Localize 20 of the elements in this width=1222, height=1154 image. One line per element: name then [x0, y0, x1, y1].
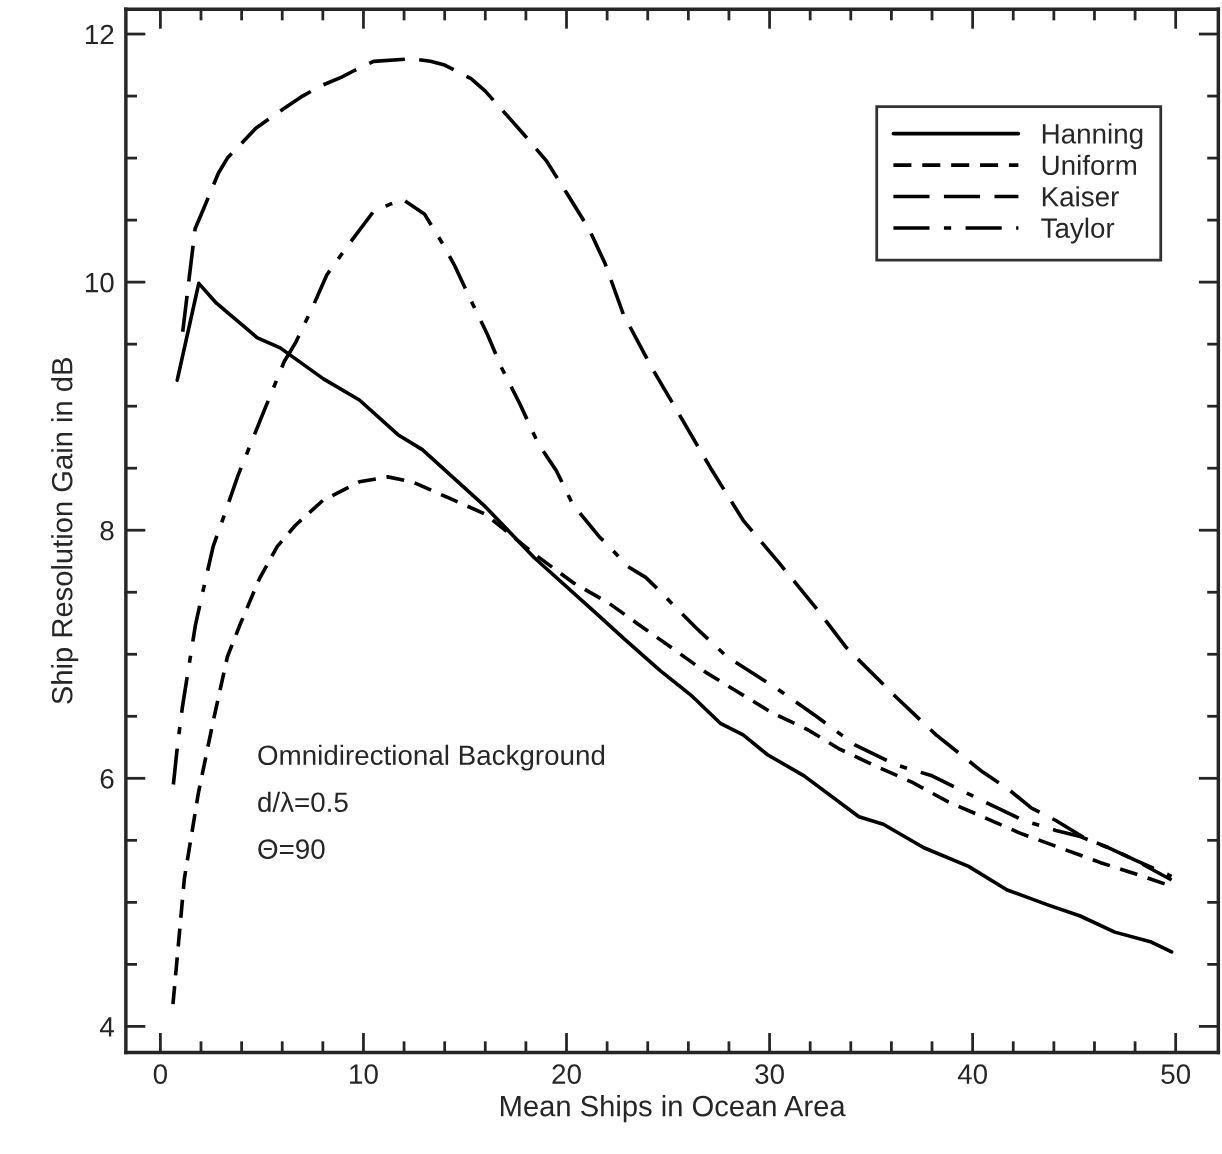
y-tick-label: 10: [85, 272, 114, 293]
legend-label: Uniform: [1042, 154, 1137, 176]
x-tick-label: 0: [153, 1064, 168, 1084]
x-tick-label: 10: [350, 1064, 378, 1084]
legend-label: Kaiser: [1042, 186, 1119, 207]
x-axis-title: Mean Ships in Ocean Area: [501, 1095, 846, 1123]
legend-label: Hanning: [1042, 123, 1143, 150]
x-tick-label: 50: [1161, 1064, 1191, 1084]
x-tick-label: 20: [552, 1064, 581, 1084]
y-tick-label: 6: [100, 768, 114, 789]
x-tick-label: 40: [957, 1064, 987, 1084]
x-tick-label: 30: [755, 1064, 784, 1084]
y-tick-label: 12: [85, 24, 114, 45]
y-tick-label: 4: [99, 1017, 114, 1037]
y-tick-label: 8: [100, 520, 114, 541]
annotation: Omnidirectional Background: [258, 744, 605, 771]
y-axis-title: Ship Resolution Gain in dB: [51, 358, 79, 704]
annotation: Θ=90: [258, 839, 325, 859]
legend-label: Taylor: [1041, 217, 1115, 244]
annotation: d/λ=0.5: [258, 791, 348, 813]
